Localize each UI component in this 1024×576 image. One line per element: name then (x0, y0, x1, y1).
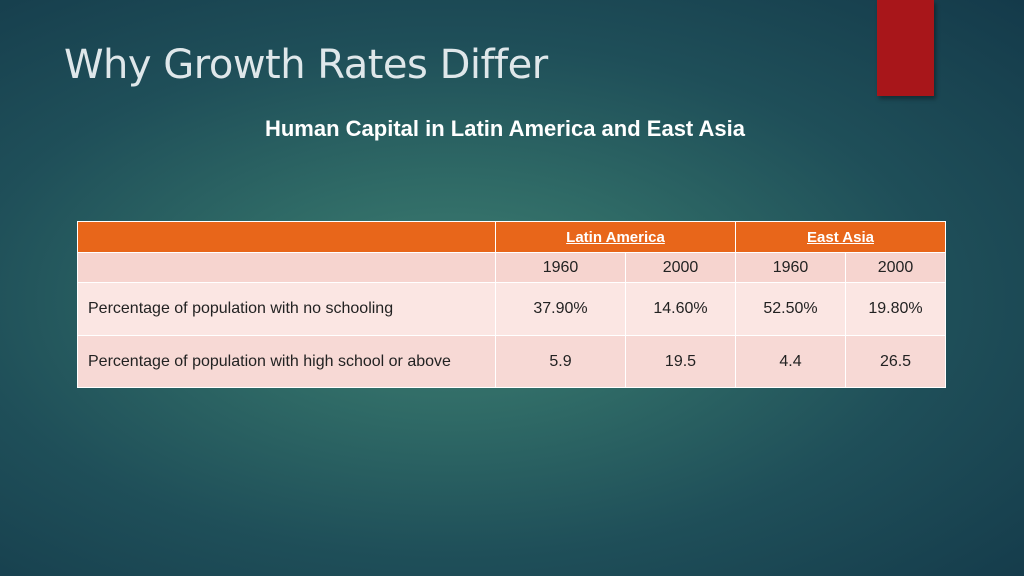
years-empty-cell (77, 252, 496, 283)
table-header-row: Latin America East Asia (77, 221, 947, 253)
value-cell: 52.50% (735, 282, 846, 336)
value-cell: 19.5 (625, 335, 736, 388)
value-cell: 19.80% (844, 282, 947, 336)
value-cell: 4.4 (735, 335, 846, 388)
year-cell: 1960 (495, 252, 626, 283)
header-group-latin-america: Latin America (495, 221, 736, 253)
year-cell: 1960 (735, 252, 846, 283)
group-label: Latin America (566, 228, 665, 246)
row-label: Percentage of population with high schoo… (77, 335, 496, 388)
table-years-row: 1960 2000 1960 2000 (77, 252, 947, 283)
row-label: Percentage of population with no schooli… (77, 282, 496, 336)
slide-title: Why Growth Rates Differ (64, 42, 548, 88)
group-label: East Asia (807, 228, 874, 246)
accent-bar (877, 0, 934, 96)
table-row: Percentage of population with high schoo… (77, 335, 947, 388)
human-capital-table: Latin America East Asia 1960 2000 1960 2… (77, 221, 947, 388)
year-cell: 2000 (625, 252, 736, 283)
header-empty-cell (77, 221, 496, 253)
table-row: Percentage of population with no schooli… (77, 282, 947, 336)
header-group-east-asia: East Asia (734, 221, 947, 253)
value-cell: 14.60% (625, 282, 736, 336)
value-cell: 37.90% (495, 282, 626, 336)
value-cell: 26.5 (844, 335, 947, 388)
slide-subtitle: Human Capital in Latin America and East … (264, 116, 746, 141)
year-cell: 2000 (844, 252, 947, 283)
value-cell: 5.9 (495, 335, 626, 388)
